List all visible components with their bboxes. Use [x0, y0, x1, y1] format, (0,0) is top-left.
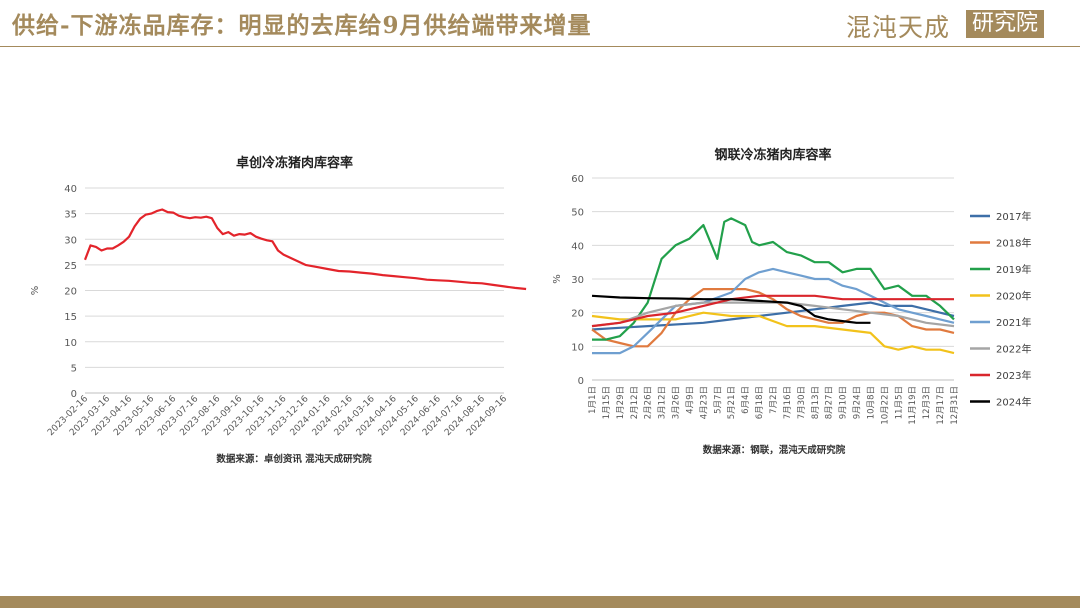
x-tick-label: 12月31日	[950, 386, 960, 425]
y-axis-label: %	[552, 274, 563, 284]
source-note: 数据来源：卓创资讯 混沌天成研究院	[215, 453, 372, 465]
x-tick-label: 4月9日	[685, 386, 695, 414]
series-line	[591, 294, 871, 324]
x-tick-label: 11月5日	[894, 386, 904, 419]
x-tick-label: 9月24日	[853, 386, 863, 419]
x-tick-label: 9月10日	[839, 386, 849, 419]
legend-entry: 2023年	[996, 369, 1031, 382]
y-tick-label: 50	[571, 208, 584, 219]
y-tick-label: 40	[64, 184, 77, 195]
source-note: 数据来源：钢联，混沌天成研究院	[702, 444, 846, 456]
x-tick-label: 8月27日	[825, 386, 835, 419]
x-tick-label: 7月2日	[769, 386, 779, 414]
y-tick-label: 15	[64, 312, 77, 323]
y-tick-label: 0	[578, 376, 584, 387]
x-tick-label: 10月22日	[880, 386, 890, 425]
series-line	[592, 217, 955, 341]
page-title: 供给-下游冻品库存：明显的去库给9月供给端带来增量	[12, 12, 592, 39]
x-tick-label: 6月4日	[741, 386, 751, 414]
y-axis-label: %	[30, 286, 41, 296]
x-tick-label: 4月23日	[699, 386, 709, 419]
series-line	[591, 301, 955, 331]
x-tick-label: 6月18日	[755, 386, 765, 419]
x-tick-label: 8月13日	[811, 386, 821, 419]
x-tick-label: 1月1日	[588, 386, 598, 414]
y-tick-label: 10	[571, 342, 584, 353]
logo-box: 研究院	[966, 10, 1045, 38]
x-tick-label: 5月21日	[727, 386, 737, 419]
x-tick-label: 7月30日	[797, 386, 807, 419]
y-tick-label: 60	[571, 174, 584, 185]
x-tick-label: 11月19日	[908, 386, 918, 425]
legend-entry: 2017年	[996, 210, 1031, 223]
legend-entry: 2020年	[996, 290, 1031, 303]
legend-entry: 2019年	[996, 263, 1031, 276]
legend-entry: 2024年	[996, 396, 1031, 409]
legend-entry: 2021年	[996, 316, 1031, 329]
x-tick-label: 5月7日	[713, 386, 723, 414]
x-tick-label: 10月8日	[866, 386, 876, 419]
series-line	[592, 267, 955, 355]
x-tick-label: 7月16日	[783, 386, 793, 419]
y-tick-label: 0	[71, 389, 77, 400]
x-tick-label: 2月26日	[644, 386, 654, 419]
legend-entry: 2018年	[996, 237, 1031, 250]
y-tick-label: 25	[64, 261, 77, 272]
y-tick-label: 20	[64, 287, 77, 298]
y-tick-label: 30	[571, 275, 584, 286]
chart-left: 卓创冷冻猪肉库容率0510152025303540%2023-02-162023…	[30, 155, 527, 465]
chart-right: 钢联冷冻猪肉库容率 0 10 20 30 40 50 60% 1月1日 1月15日 1月29日 2月1…	[552, 147, 1031, 456]
y-tick-label: 10	[64, 338, 77, 349]
legend-entry: 2022年	[996, 343, 1031, 356]
chart-title: 钢联冷冻猪肉库容率	[714, 147, 831, 163]
header-rule	[0, 46, 1080, 47]
x-tick-label: 12月17日	[936, 386, 946, 425]
footer-bar	[0, 596, 1080, 608]
y-tick-label: 35	[64, 210, 77, 221]
y-tick-label: 20	[571, 309, 584, 320]
y-tick-label: 5	[71, 363, 77, 374]
chart-title: 卓创冷冻猪肉库容率	[236, 155, 353, 171]
x-tick-label: 3月12日	[658, 386, 668, 419]
series-line	[591, 311, 955, 355]
series-line	[83, 208, 527, 291]
series-line	[591, 294, 954, 328]
y-tick-label: 40	[571, 241, 584, 252]
x-tick-label: 2月12日	[630, 386, 640, 419]
company-logo: 混沌天成 研究院	[846, 8, 1058, 42]
x-tick-label: 1月15日	[602, 386, 612, 419]
x-tick-label: 3月26日	[672, 386, 682, 419]
y-tick-label: 30	[64, 235, 77, 246]
logo-text: 混沌天成	[846, 13, 951, 42]
x-tick-label: 1月29日	[616, 386, 626, 419]
x-tick-label: 12月3日	[922, 386, 932, 419]
